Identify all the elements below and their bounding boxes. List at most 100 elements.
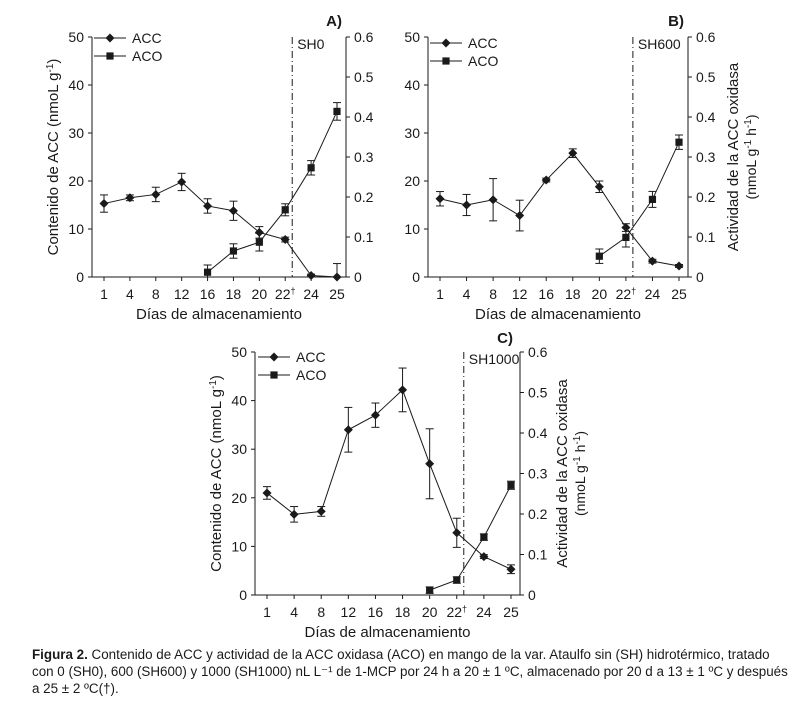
y-left-tick-label: 0 [76,269,84,285]
y-right-axis-label: Actividad de la ACC oxidasa [554,379,571,568]
data-point-acc [177,177,187,187]
x-tick-label: 22† [275,286,296,302]
data-point-aco [507,481,515,489]
data-point-aco [203,268,212,276]
y-right-tick-label: 0.3 [696,149,716,165]
data-point-acc [479,552,489,562]
y-left-tick-label: 30 [231,441,247,457]
data-point-aco [281,206,289,214]
y-left-tick-label: 30 [404,125,420,141]
y-right-tick-label: 0.6 [354,29,374,45]
legend-square-marker [106,52,114,60]
y-left-tick-label: 40 [68,77,84,93]
series-line-acc [103,181,338,278]
y-right-tick-label: 0.6 [696,29,716,45]
data-point-aco [675,138,683,146]
data-point-acc [306,271,316,281]
data-point-acc [541,175,551,185]
x-tick-label: 8 [152,286,160,302]
x-tick-label: 16 [538,286,554,302]
legend-diamond-marker [105,33,115,43]
data-point-aco [229,247,238,255]
series-line-aco [207,111,338,273]
legend-label-acc: ACC [132,30,162,46]
y-left-tick-label: 10 [404,221,420,237]
y-left-tick-label: 50 [404,29,420,45]
x-axis-label: Días de almacenamiento [305,624,471,640]
x-tick-label: 1 [263,604,271,620]
x-tick-label: 20 [252,286,268,302]
panel-letter: A) [326,13,342,30]
data-point-aco [333,107,341,115]
y-right-tick-label: 0.1 [696,229,716,245]
legend-label-aco: ACO [468,53,498,69]
data-point-acc [332,272,342,282]
y-right-tick-label: 0 [696,269,704,285]
data-point-acc [674,261,684,271]
x-tick-label: 4 [290,604,298,620]
y-right-tick-label: 0.1 [354,229,374,245]
y-right-tick-label: 0 [354,269,362,285]
y-right-tick-label: 0 [528,587,536,603]
data-point-acc [370,410,380,420]
chart-panel-2: 0 10 20 30 40 50 0 0.1 0.2 0.3 0.4 0.5 0.6 1 4 8 12 16 18 2… [404,13,759,323]
y-right-axis-label: Actividad de la ACC oxidasa [725,62,742,251]
data-point-acc [151,189,161,199]
x-tick-label: 4 [463,286,471,302]
series-line-acc [439,152,680,267]
data-point-acc [462,200,472,210]
data-point-acc [228,206,238,216]
data-point-acc [488,195,498,205]
data-point-acc [262,488,272,498]
x-tick-label: 18 [226,286,242,302]
data-point-aco [648,195,657,203]
x-tick-label: 24 [476,604,492,620]
figure-caption: Figura 2. Contenido de ACC y actividad d… [32,646,788,697]
y-right-tick-label: 0.5 [528,385,548,401]
y-right-tick-label: 0.3 [528,466,548,482]
y-right-tick-label: 0.5 [696,69,716,85]
series-line-aco [599,141,680,257]
x-tick-label: 25 [329,286,345,302]
y-right-tick-label: 0.2 [354,189,374,205]
data-point-acc [425,459,435,469]
data-point-acc [203,201,213,211]
y-left-tick-label: 0 [412,269,420,285]
series-line-acc [266,389,512,570]
x-tick-label: 12 [174,286,190,302]
x-axis-label: Días de almacenamiento [475,306,641,323]
x-tick-label: 4 [126,286,134,302]
data-point-acc [316,506,326,516]
y-left-tick-label: 30 [68,125,84,141]
y-right-tick-label: 0.1 [528,547,548,563]
x-axis-label: Días de almacenamiento [136,306,302,323]
data-point-acc [343,425,353,435]
treatment-label: SH1000 [469,351,520,367]
y-right-tick-label: 0.4 [354,109,374,125]
x-tick-label: 20 [592,286,608,302]
panel-letter: B) [668,13,684,30]
treatment-label: SH600 [638,36,681,52]
y-right-tick-label: 0.4 [528,425,548,441]
chart-panel-3: 0 10 20 30 40 50 0 0.1 0.2 0.3 0.4 0.5 0.6 1 4 8 12 16 18 2… [208,330,589,640]
data-point-acc [647,256,657,266]
data-point-aco [426,586,434,594]
data-point-acc [435,194,445,204]
x-tick-label: 1 [436,286,444,302]
data-point-acc [289,509,299,519]
data-point-aco [595,252,603,260]
legend-square-marker [270,371,278,379]
y-left-tick-label: 40 [231,393,247,409]
data-point-aco [255,238,263,246]
x-tick-label: 22† [616,286,637,302]
x-tick-label: 8 [489,286,497,302]
y-right-axis-unit: (nmoL g-1 h-1) [572,431,589,516]
data-point-acc [568,148,578,158]
data-point-acc [506,564,516,574]
y-left-tick-label: 20 [231,490,247,506]
x-tick-label: 12 [512,286,528,302]
data-point-acc [398,385,408,395]
data-point-acc [452,528,462,538]
y-right-tick-label: 0.5 [354,69,374,85]
